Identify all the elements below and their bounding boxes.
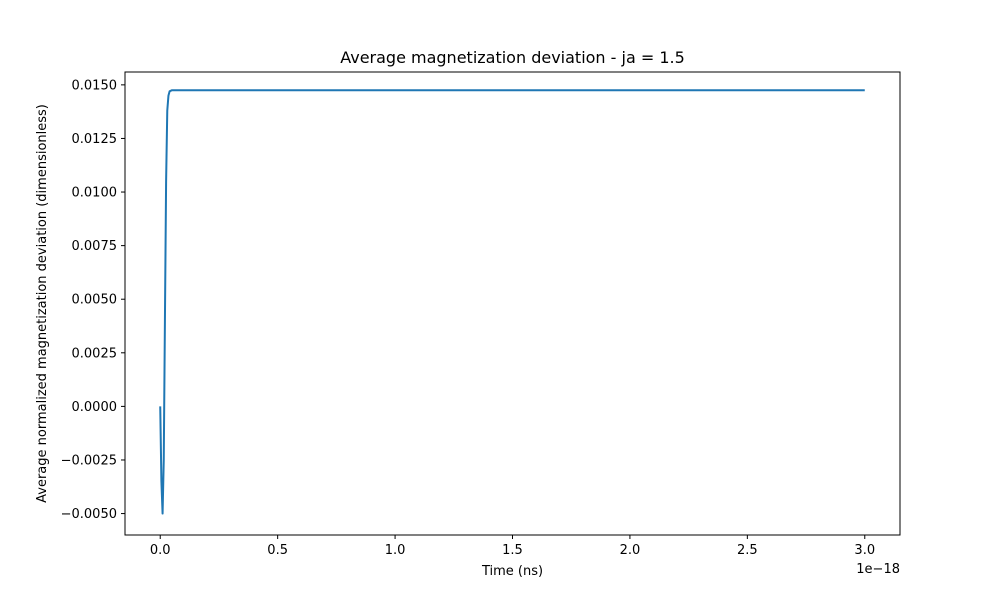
x-tick-label: 2.0 bbox=[620, 543, 641, 558]
y-tick-label: 0.0025 bbox=[72, 346, 118, 361]
series-line bbox=[159, 89, 865, 515]
y-tick-label: 0.0050 bbox=[72, 293, 118, 308]
y-axis-ticks: −0.0050 −0.0025 0.0000 0.0025 0.0050 0.0075 0.… bbox=[61, 78, 125, 522]
x-tick-label: 2.5 bbox=[737, 543, 758, 558]
y-tick-label: 0.0100 bbox=[72, 186, 118, 201]
y-tick-label: −0.0025 bbox=[61, 453, 117, 468]
y-tick-label: 0.0125 bbox=[72, 132, 118, 147]
y-axis-label: Average normalized magnetization deviati… bbox=[35, 104, 50, 503]
y-tick-label: −0.0050 bbox=[61, 507, 117, 522]
chart-title: Average magnetization deviation - ja = 1… bbox=[340, 48, 685, 67]
x-tick-label: 0.5 bbox=[267, 543, 288, 558]
x-axis-label: Time (ns) bbox=[481, 564, 543, 579]
x-tick-label: 1.5 bbox=[502, 543, 523, 558]
x-tick-label: 3.0 bbox=[854, 543, 875, 558]
y-tick-label: 0.0150 bbox=[72, 78, 118, 93]
x-axis-offset-text: 1e−18 bbox=[856, 562, 900, 577]
x-tick-label: 0.0 bbox=[150, 543, 171, 558]
y-tick-label: 0.0075 bbox=[72, 239, 118, 254]
y-tick-label: 0.0000 bbox=[72, 400, 118, 415]
x-tick-label: 1.0 bbox=[385, 543, 406, 558]
plot-area bbox=[159, 89, 865, 515]
x-axis-ticks: 0.0 0.5 1.0 1.5 2.0 2.5 3.0 bbox=[150, 535, 875, 558]
